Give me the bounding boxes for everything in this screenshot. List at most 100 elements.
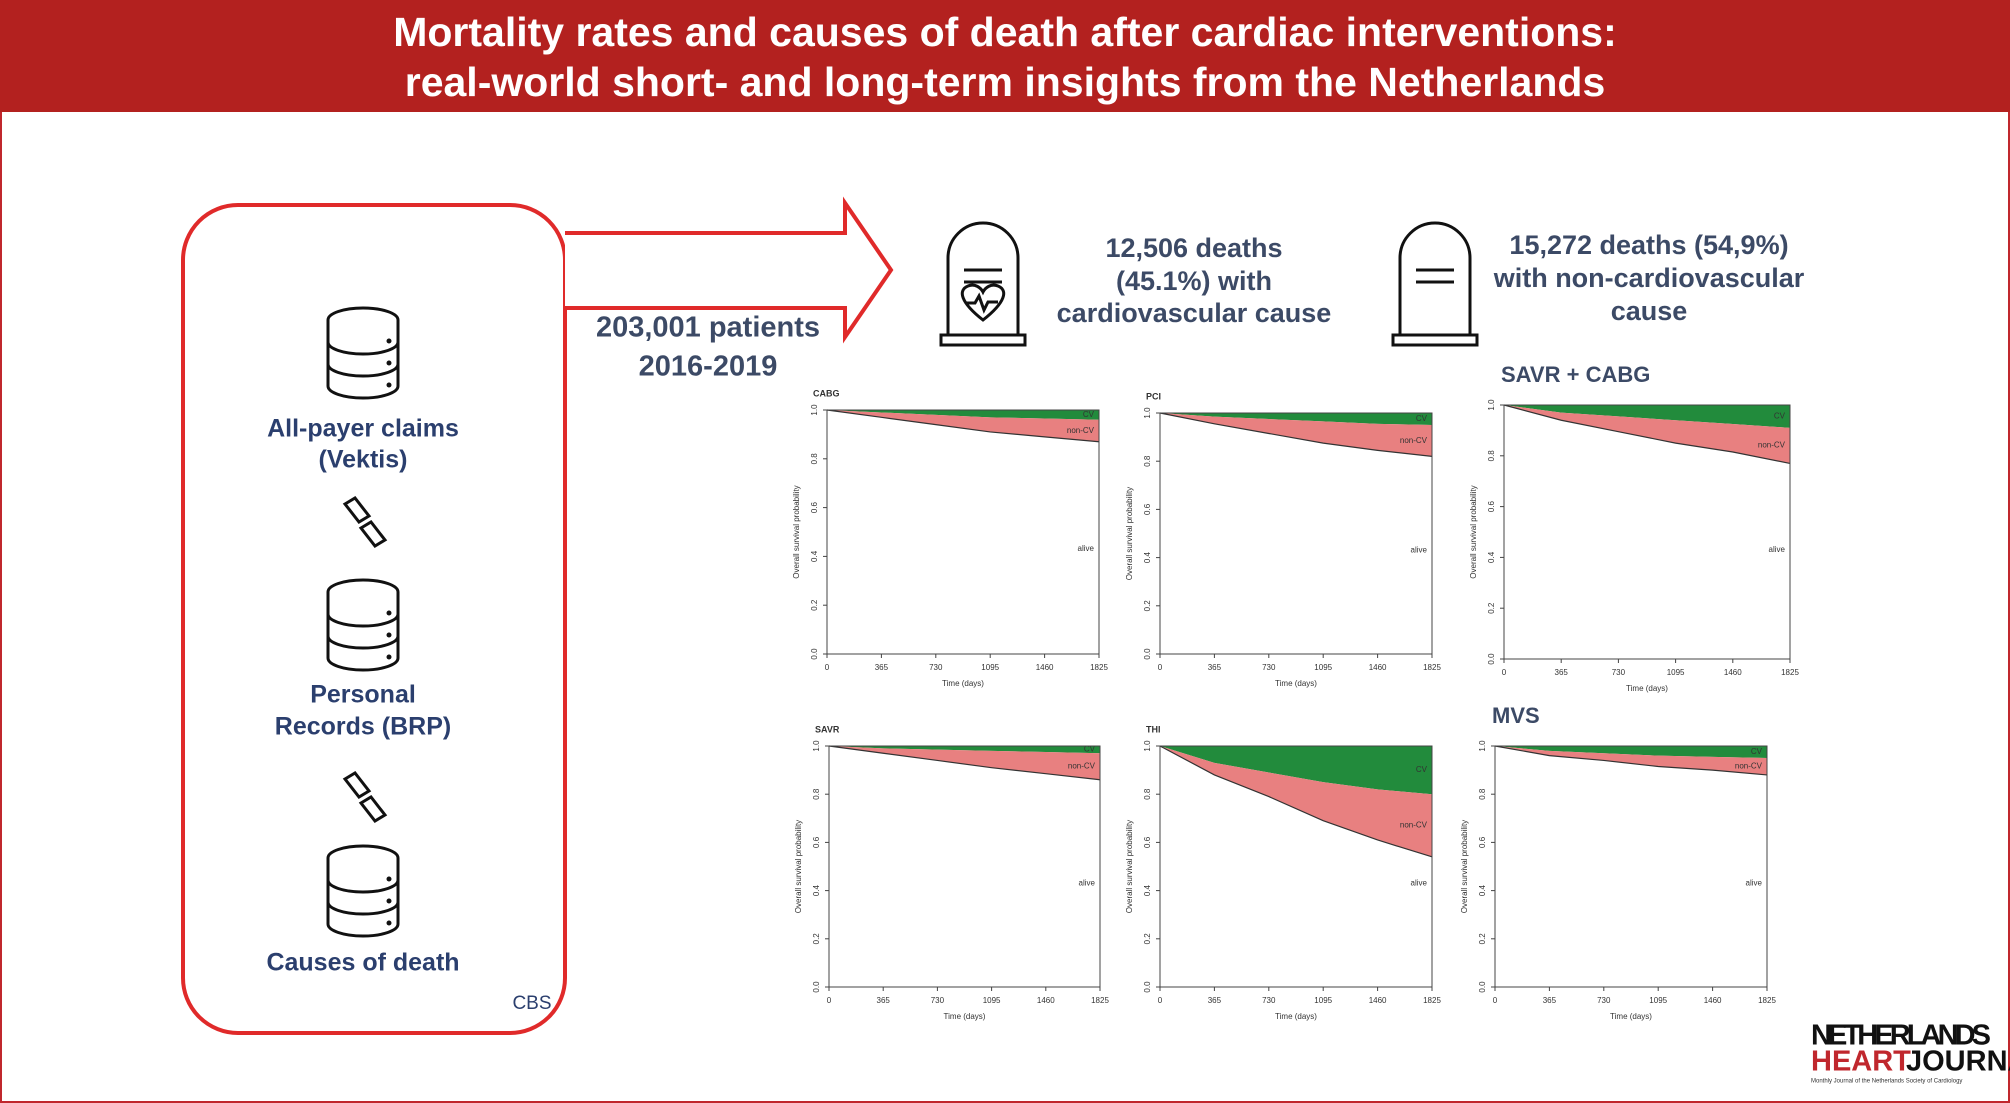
survival-line [1159, 745, 1433, 858]
x-tick-label: 0 [827, 996, 832, 1005]
y-tick-label: 1.0 [1478, 740, 1487, 752]
band-label: non-CV [1400, 821, 1428, 830]
database-dot [386, 338, 392, 344]
area-band [1160, 413, 1432, 426]
y-tick-label: 0.0 [1143, 981, 1152, 993]
y-tick-label: 0.8 [1487, 450, 1496, 462]
y-tick-label: 0.0 [1487, 653, 1496, 665]
y-axis-label: Overall survival probability [1125, 487, 1134, 580]
x-tick-label: 730 [931, 996, 945, 1005]
band-label: non-CV [1067, 426, 1095, 435]
band-label: CV [1751, 747, 1763, 756]
link-icon [342, 496, 388, 548]
area-band [1160, 413, 1432, 457]
y-tick-label: 0.2 [810, 599, 819, 611]
y-tick-label: 0.8 [812, 788, 821, 800]
y-tick-label: 0.2 [1143, 933, 1152, 945]
noncv-deaths: 15,272 deaths (54,9%) [1509, 230, 1788, 260]
chart-title: THI [1146, 724, 1161, 734]
y-axis-label: Overall survival probability [1125, 820, 1134, 913]
band-label: non-CV [1758, 441, 1786, 450]
y-tick-label: 1.0 [810, 404, 819, 416]
x-tick-label: 365 [1208, 663, 1222, 672]
y-tick-label: 0.6 [812, 836, 821, 848]
database-icon [326, 578, 400, 672]
x-tick-label: 1825 [1090, 663, 1108, 672]
remainder-label: alive [1746, 878, 1763, 887]
survival-line [1159, 412, 1433, 457]
x-tick-label: 1825 [1781, 668, 1799, 677]
x-tick-label: 1460 [1037, 996, 1055, 1005]
x-tick-label: 1460 [1369, 996, 1387, 1005]
survival-line [1494, 745, 1768, 776]
cv-deaths: 12,506 deaths [1105, 233, 1282, 263]
chart-title: CABG [813, 388, 840, 398]
remainder-label: alive [1078, 544, 1095, 553]
plot-frame [1503, 404, 1791, 660]
x-tick-label: 1095 [1649, 996, 1667, 1005]
y-tick-label: 0.8 [1478, 788, 1487, 800]
y-tick-label: 0.8 [1143, 788, 1152, 800]
y-tick-label: 0.0 [812, 981, 821, 993]
logo: NETHERLANDS [1811, 1020, 1991, 1052]
remainder-label: alive [1411, 878, 1428, 887]
database-dot [386, 876, 392, 882]
y-tick-label: 0.6 [1143, 836, 1152, 848]
y-tick-label: 0.4 [1143, 884, 1152, 896]
x-axis-label: Time (days) [1626, 684, 1668, 693]
x-tick-label: 1825 [1423, 663, 1441, 672]
header-band [0, 0, 2010, 112]
x-axis-label: Time (days) [1610, 1012, 1652, 1021]
survival-line [1503, 404, 1791, 465]
area-band [1504, 405, 1790, 428]
chart-title: SAVR + CABG [1501, 362, 1650, 387]
plot-frame [1159, 745, 1433, 988]
area-band [827, 410, 1099, 442]
band-label: CV [1416, 765, 1428, 774]
y-tick-label: 0.4 [1478, 884, 1487, 896]
y-tick-label: 0.6 [1478, 836, 1487, 848]
area-band [1495, 746, 1767, 775]
cohort: 2016-2019 [639, 351, 778, 383]
source-label: Records (BRP) [275, 713, 451, 741]
y-tick-label: 0.4 [810, 550, 819, 562]
plot-frame [1494, 745, 1768, 988]
x-tick-label: 365 [1555, 668, 1569, 677]
chart-title: SAVR [815, 724, 840, 734]
remainder-label: alive [1411, 545, 1428, 554]
x-tick-label: 365 [875, 663, 889, 672]
band-label: CV [1416, 414, 1428, 423]
source-label: Causes of death [266, 949, 459, 977]
y-tick-label: 0.4 [812, 884, 821, 896]
source-label: (Vektis) [319, 446, 408, 474]
survival-line [826, 409, 1100, 443]
plot-frame [828, 745, 1101, 988]
cv-deaths: cardiovascular cause [1057, 298, 1332, 328]
x-tick-label: 1095 [1314, 996, 1332, 1005]
y-tick-label: 1.0 [1143, 740, 1152, 752]
title: Mortality rates and causes of death afte… [393, 9, 1617, 55]
x-tick-label: 0 [1502, 668, 1507, 677]
x-tick-label: 1460 [1036, 663, 1054, 672]
y-axis-label: Overall survival probability [1469, 485, 1478, 578]
source-label: Personal [310, 681, 416, 709]
y-tick-label: 1.0 [1143, 407, 1152, 419]
x-axis-label: Time (days) [944, 1012, 986, 1021]
y-tick-label: 0.2 [1143, 600, 1152, 612]
database-dot [386, 382, 392, 388]
cv-deaths: (45.1%) with [1116, 266, 1272, 296]
x-tick-label: 1825 [1758, 996, 1776, 1005]
area-band [1160, 746, 1432, 857]
chart-title: PCI [1146, 391, 1161, 401]
y-tick-label: 0.6 [810, 501, 819, 513]
database-icon [326, 844, 400, 938]
x-tick-label: 1825 [1091, 996, 1109, 1005]
y-tick-label: 0.4 [1143, 551, 1152, 563]
link-icon [342, 771, 388, 823]
x-tick-label: 730 [1262, 996, 1276, 1005]
y-axis-label: Overall survival probability [792, 485, 801, 578]
cohort: 203,001 patients [596, 312, 820, 344]
y-tick-label: 0.0 [1143, 648, 1152, 660]
x-tick-label: 365 [1208, 996, 1222, 1005]
